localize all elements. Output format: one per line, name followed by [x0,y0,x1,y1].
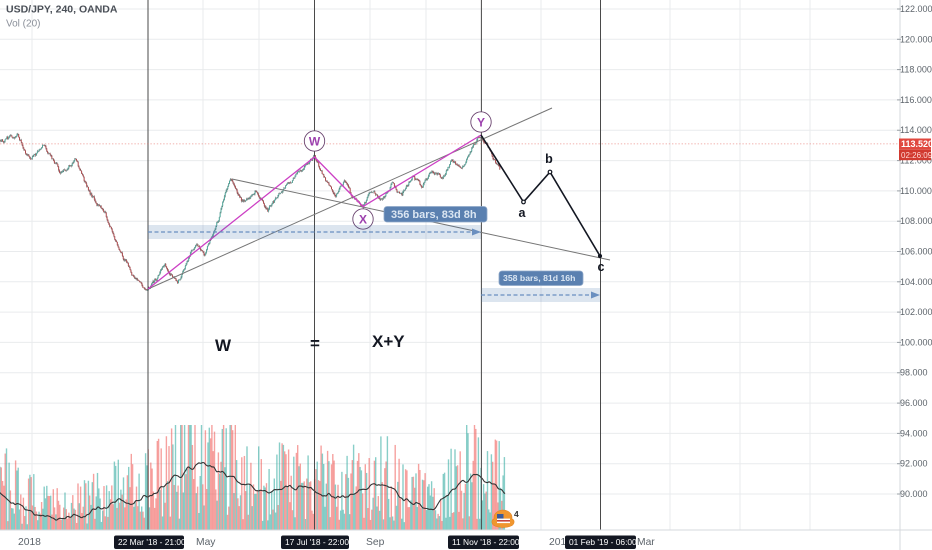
svg-text:92.000: 92.000 [900,459,928,469]
svg-text:11 Nov '18 - 22:00: 11 Nov '18 - 22:00 [452,537,520,547]
svg-text:118.000: 118.000 [900,65,932,75]
svg-text:17 Jul '18 - 22:00: 17 Jul '18 - 22:00 [285,537,349,547]
svg-text:116.000: 116.000 [900,95,932,105]
svg-text:94.000: 94.000 [900,428,928,438]
svg-text:358 bars, 81d 16h: 358 bars, 81d 16h [503,273,575,283]
svg-text:110.000: 110.000 [900,186,932,196]
svg-text:W: W [215,336,232,355]
svg-text:=: = [310,334,320,353]
svg-text:W: W [309,134,321,148]
svg-text:02:26:09: 02:26:09 [901,151,932,160]
svg-text:b: b [545,152,553,166]
svg-text:01 Feb '19 - 06:00: 01 Feb '19 - 06:00 [569,537,637,547]
svg-text:Sep: Sep [366,537,385,548]
svg-text:Mar: Mar [637,537,655,548]
svg-text:Y: Y [477,115,485,129]
svg-text:2018: 2018 [18,537,41,548]
svg-text:c: c [598,260,605,274]
svg-text:96.000: 96.000 [900,398,928,408]
svg-text:98.000: 98.000 [900,368,928,378]
svg-text:356 bars, 83d 8h: 356 bars, 83d 8h [391,209,477,221]
svg-text:114.000: 114.000 [900,125,932,135]
svg-text:113.520: 113.520 [901,139,932,149]
svg-text:90.000: 90.000 [900,489,928,499]
svg-text:X: X [359,212,367,226]
svg-text:100.000: 100.000 [900,337,932,347]
svg-text:106.000: 106.000 [900,247,932,257]
svg-text:102.000: 102.000 [900,307,932,317]
svg-text:May: May [196,537,216,548]
svg-text:a: a [519,206,527,220]
svg-text:104.000: 104.000 [900,277,932,287]
svg-text:USD/JPY, 240, OANDA: USD/JPY, 240, OANDA [6,4,118,16]
svg-text:Vol (20): Vol (20) [6,19,40,30]
svg-text:22 Mar '18 - 21:00: 22 Mar '18 - 21:00 [118,537,186,547]
svg-text:120.000: 120.000 [900,34,932,44]
svg-text:108.000: 108.000 [900,216,932,226]
svg-text:X+Y: X+Y [372,332,405,351]
svg-text:4: 4 [514,509,519,519]
svg-text:122.000: 122.000 [900,4,932,14]
